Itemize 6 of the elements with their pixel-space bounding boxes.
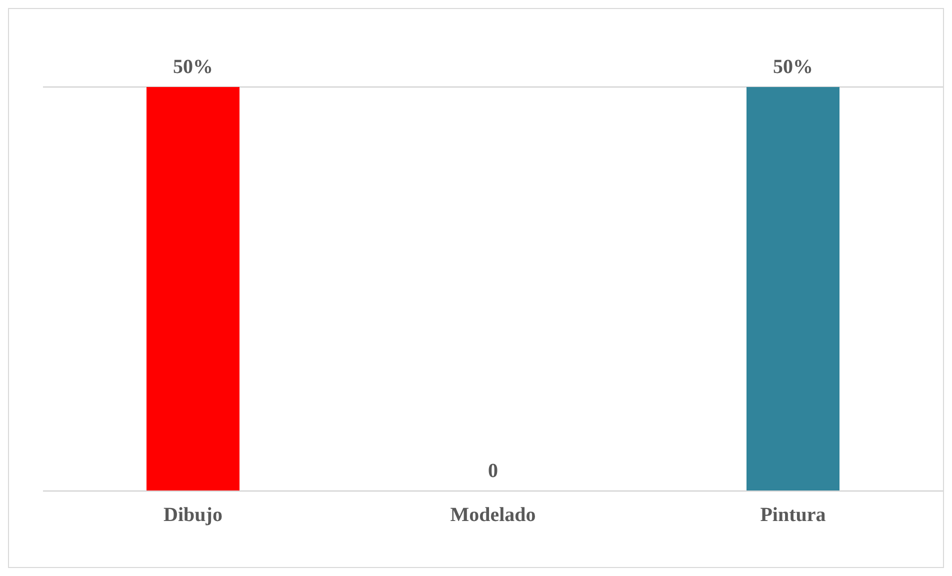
x-tick-label: Pintura [760,504,826,526]
data-label: 50% [173,56,213,78]
x-tick-label: Modelado [450,504,536,526]
data-label: 50% [773,56,813,78]
data-label: 0 [488,460,498,482]
x-tick-label: Dibujo [164,504,222,526]
